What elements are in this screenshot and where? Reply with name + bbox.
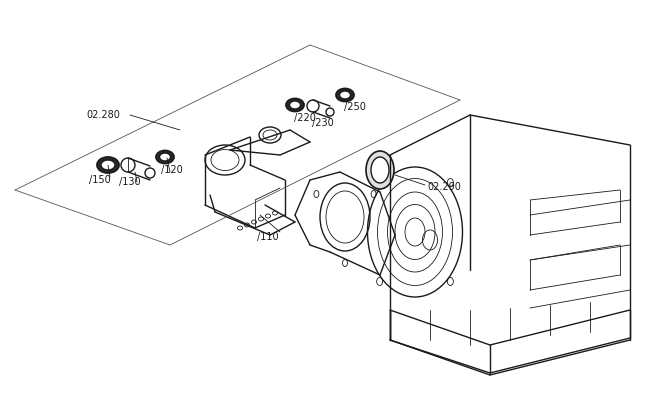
Ellipse shape [286,98,304,112]
Ellipse shape [336,88,354,102]
Text: /130: /130 [119,177,141,187]
Text: /110: /110 [257,232,279,242]
Ellipse shape [159,153,171,161]
Ellipse shape [101,160,115,170]
Text: /120: /120 [161,165,183,175]
Ellipse shape [290,101,301,109]
Text: /220: /220 [294,113,316,123]
Ellipse shape [156,150,174,164]
Text: 02.280: 02.280 [86,110,120,120]
Ellipse shape [366,151,394,189]
Text: 02.290: 02.290 [427,182,461,192]
Text: /250: /250 [344,102,366,112]
Text: /150: /150 [89,175,111,185]
Ellipse shape [340,91,350,99]
Ellipse shape [371,157,389,183]
Text: /230: /230 [312,118,334,128]
Ellipse shape [97,157,119,173]
